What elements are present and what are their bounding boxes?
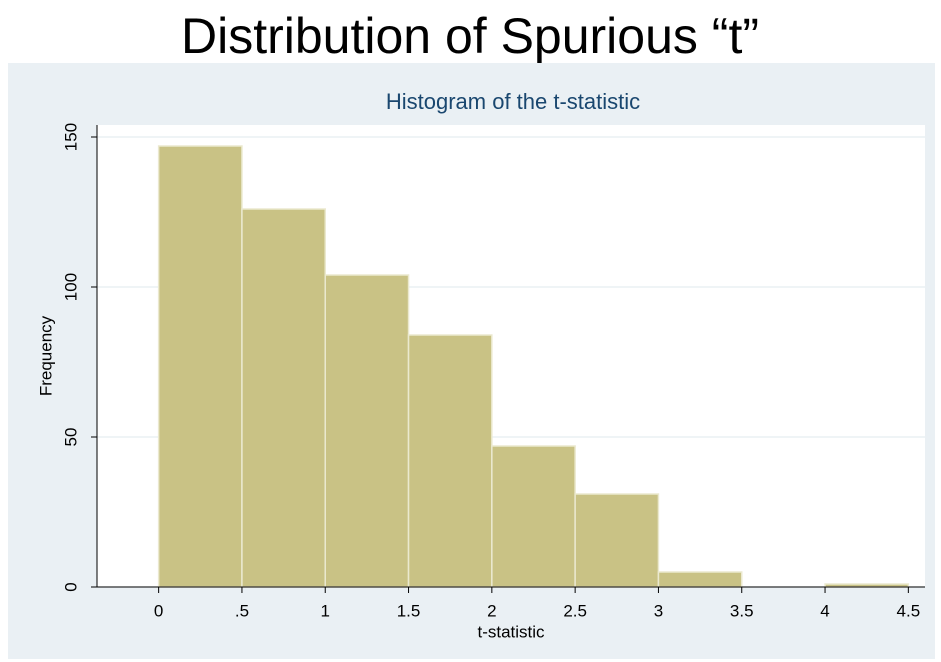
x-tick-label: 1 [321,601,330,620]
y-axis-label: Frequency [36,315,55,396]
x-tick-label: .5 [235,601,249,620]
y-tick-label: 150 [61,123,80,151]
bar [491,445,576,588]
y-tick-label: 0 [61,582,80,591]
chart-title: Histogram of the t-statistic [386,89,640,114]
bar [157,145,243,588]
x-tick-label: 3.5 [730,601,754,620]
x-tick-label: 0 [154,601,163,620]
x-tick-label: 2 [487,601,496,620]
x-tick-label: 2.5 [563,601,587,620]
x-tick-label: 4 [820,601,829,620]
x-tick-label: 4.5 [897,601,921,620]
x-tick-label: 1.5 [397,601,421,620]
bar [324,274,410,588]
y-tick-label: 50 [61,428,80,447]
slide-title: Distribution of Spurious “t” [181,8,759,64]
bar [407,334,493,588]
bar [657,571,743,588]
bar [241,208,326,588]
x-tick-label: 3 [654,601,663,620]
x-axis-label: t-statistic [477,622,545,641]
y-tick-label: 100 [61,273,80,301]
bar [574,493,660,588]
